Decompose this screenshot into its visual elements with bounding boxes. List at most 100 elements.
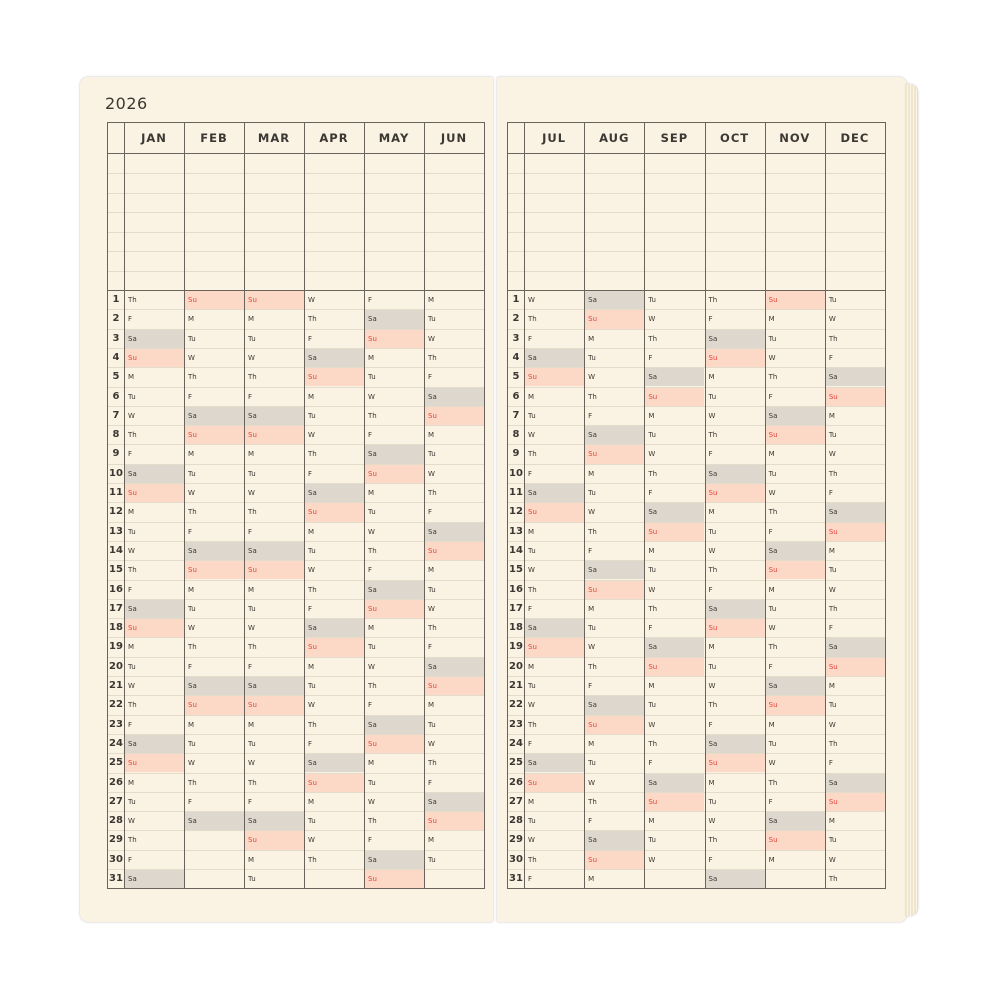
- day-cell: Sa: [705, 870, 765, 889]
- day-number: 17: [109, 602, 123, 614]
- rule-line: [508, 656, 885, 658]
- month-header-may: MAY: [378, 131, 410, 145]
- day-cell: F: [828, 624, 833, 633]
- day-cell: Th: [188, 643, 197, 652]
- day-cell: Tu: [308, 682, 316, 690]
- day-cell: Su: [585, 715, 645, 734]
- rule-line: [108, 753, 484, 755]
- day-number: 9: [112, 448, 120, 460]
- rule-line: [508, 444, 885, 446]
- day-cell: Tu: [768, 469, 777, 478]
- day-cell: F: [308, 469, 313, 478]
- rule-line: [108, 270, 484, 272]
- month-header-aug: AUG: [599, 131, 630, 145]
- day-cell: Th: [368, 817, 377, 826]
- day-cell: Sa: [585, 561, 645, 580]
- day-cell: Tu: [708, 797, 717, 806]
- day-cell: F: [528, 469, 533, 478]
- day-cell: Tu: [768, 604, 777, 613]
- column-line: [184, 123, 185, 888]
- day-number: 29: [509, 834, 523, 846]
- day-cell: Su: [525, 773, 585, 792]
- day-number: 17: [509, 602, 523, 614]
- day-number: 29: [109, 834, 123, 846]
- day-cell: Th: [648, 604, 658, 613]
- day-cell: W: [528, 836, 535, 845]
- day-number: 12: [109, 506, 123, 518]
- column-line: [524, 123, 525, 888]
- day-cell: Sa: [645, 503, 705, 522]
- day-cell: F: [248, 662, 253, 671]
- month-header-oct: OCT: [720, 131, 750, 145]
- rule-line: [108, 598, 484, 600]
- day-cell: W: [248, 353, 255, 362]
- day-cell: Tu: [708, 392, 717, 401]
- rule-line: [508, 830, 885, 832]
- day-cell: Th: [828, 604, 838, 613]
- day-cell: W: [588, 373, 596, 382]
- day-cell: F: [248, 392, 253, 401]
- day-number: 6: [112, 390, 120, 402]
- day-cell: Th: [708, 566, 718, 575]
- day-number: 8: [112, 429, 120, 441]
- day-cell: M: [128, 373, 135, 382]
- day-cell: Tu: [308, 411, 316, 420]
- day-number: 4: [112, 351, 120, 363]
- rule-line: [108, 656, 484, 658]
- rule-line: [508, 212, 885, 214]
- day-cell: M: [248, 855, 255, 864]
- day-cell: Tu: [828, 566, 837, 575]
- day-cell: Th: [828, 875, 838, 883]
- day-number: 31: [509, 873, 523, 884]
- day-cell: Su: [645, 792, 705, 812]
- day-cell: M: [588, 334, 595, 343]
- day-cell: Sa: [245, 812, 304, 831]
- rule-line: [508, 425, 885, 427]
- day-cell: W: [368, 797, 375, 806]
- day-cell: F: [368, 296, 373, 304]
- day-cell: Sa: [825, 503, 885, 522]
- day-cell: Tu: [428, 720, 436, 729]
- rule-line: [508, 598, 885, 600]
- day-number: 3: [112, 332, 120, 344]
- day-cell: Su: [525, 638, 585, 657]
- day-cell: Sa: [525, 754, 585, 773]
- day-cell: F: [708, 585, 713, 594]
- day-cell: Sa: [425, 792, 484, 812]
- day-cell: Th: [248, 508, 257, 517]
- day-cell: W: [648, 315, 656, 324]
- day-cell: F: [528, 739, 533, 748]
- rule-line: [108, 251, 484, 253]
- day-cell: Sa: [305, 619, 364, 638]
- day-cell: Su: [765, 291, 825, 310]
- day-cell: Su: [305, 638, 364, 657]
- rule-line: [108, 328, 484, 330]
- day-cell: Th: [128, 566, 137, 575]
- day-cell: Tu: [428, 585, 436, 594]
- day-cell: Tu: [308, 817, 316, 826]
- rule-line: [508, 540, 885, 542]
- rule-line: [508, 772, 885, 774]
- day-number: 28: [509, 815, 523, 827]
- day-cell: W: [528, 566, 535, 575]
- rule-line: [508, 849, 885, 851]
- column-line: [424, 123, 425, 888]
- day-cell: Su: [425, 541, 484, 561]
- day-cell: F: [248, 527, 253, 536]
- day-cell: Tu: [368, 508, 376, 517]
- day-number: 21: [109, 680, 123, 691]
- day-number: 8: [512, 429, 520, 441]
- day-number: 1: [512, 294, 520, 305]
- day-number: 15: [109, 564, 123, 576]
- day-number: 20: [109, 660, 123, 672]
- day-cell: W: [828, 855, 836, 864]
- day-cell: Sa: [185, 812, 244, 831]
- day-number: 18: [109, 622, 123, 634]
- day-cell: F: [188, 527, 193, 536]
- day-cell: Tu: [648, 566, 656, 575]
- day-cell: F: [368, 566, 373, 575]
- day-cell: W: [248, 489, 255, 497]
- day-cell: Th: [528, 315, 537, 324]
- day-cell: Sa: [125, 870, 184, 889]
- day-cell: W: [828, 450, 836, 459]
